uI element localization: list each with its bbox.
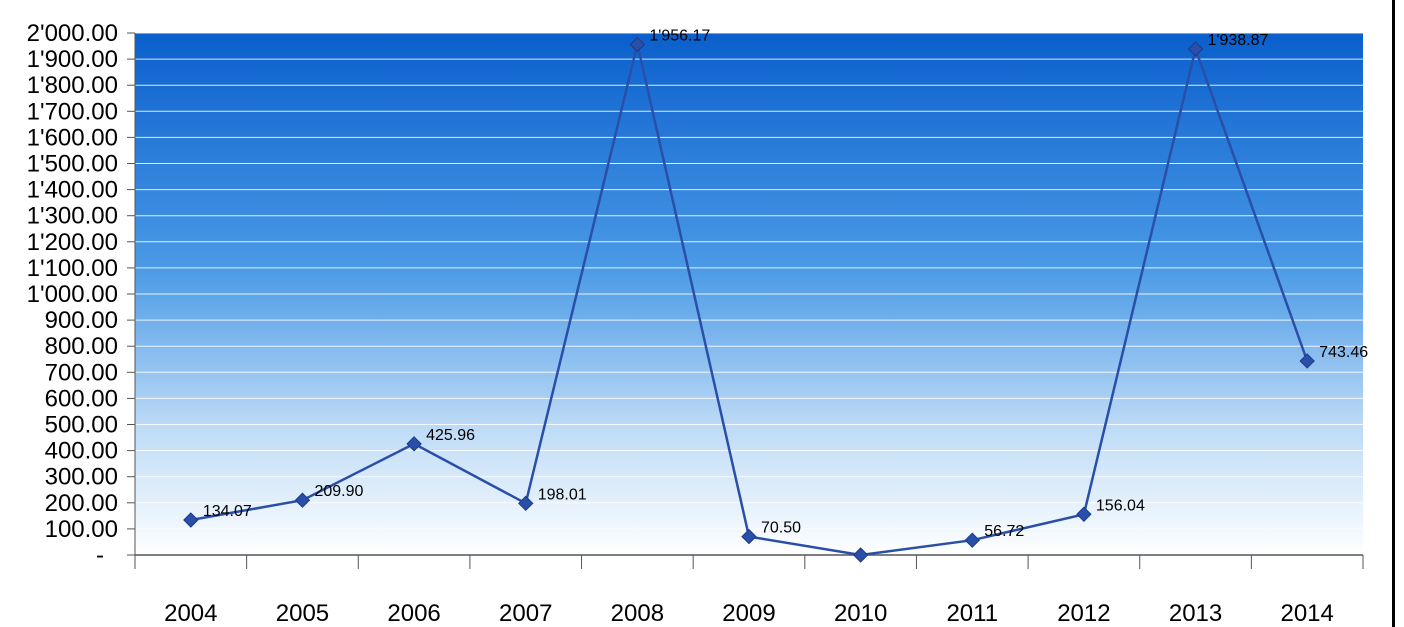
data-point-2005 [294, 492, 311, 508]
y-tick-label-1600: 1'600.00 [27, 124, 118, 151]
data-label-2004: 134.07 [203, 503, 252, 520]
x-tick-label-2008: 2008 [611, 600, 664, 627]
y-tick-labels: -100.00200.00300.00400.00500.00600.00700… [27, 20, 118, 569]
y-tick-label-1000: 1'000.00 [27, 281, 118, 308]
x-tick-label-2005: 2005 [276, 600, 329, 627]
y-tick-label-1900: 1'900.00 [27, 46, 118, 73]
data-point-2012 [1076, 506, 1092, 522]
y-tick-label-1800: 1'800.00 [27, 72, 118, 99]
y-tick-label-700: 700.00 [45, 359, 118, 386]
y-tick-label-600: 600.00 [45, 385, 118, 412]
x-tick-label-2012: 2012 [1057, 600, 1110, 627]
data-label-2011: 56.72 [984, 523, 1024, 540]
data-labels: 134.07 209.90 425.96 198.01 1'956.17 70.50 56.… [203, 27, 1368, 540]
y-tick-label-0: - [96, 542, 104, 569]
y-tick-label-800: 800.00 [45, 333, 118, 360]
data-label-2009: 70.50 [761, 520, 801, 537]
data-label-2013: 1'938.87 [1208, 32, 1269, 49]
data-label-2012: 156.04 [1096, 497, 1145, 514]
x-tick-labels: 2004 2005 2006 2007 2008 2009 2010 2011 2012 2013… [164, 600, 1334, 627]
y-tick-label-300: 300.00 [45, 464, 118, 491]
data-label-2007: 198.01 [538, 486, 587, 503]
y-tick-label-1500: 1'500.00 [27, 151, 118, 178]
data-point-2010 [852, 547, 869, 563]
y-tick-label-2000: 2'000.00 [27, 20, 118, 47]
y-tick-label-1400: 1'400.00 [27, 177, 118, 204]
data-point-2007 [518, 495, 534, 512]
data-label-2006: 425.96 [426, 427, 475, 444]
data-point-2009 [741, 528, 757, 545]
data-point-2008 [629, 36, 646, 53]
x-tick-label-2014: 2014 [1280, 600, 1333, 627]
gridlines [135, 32, 1363, 530]
data-point-2004 [183, 512, 199, 528]
data-label-2005: 209.90 [314, 483, 363, 500]
y-tick-label-1300: 1'300.00 [27, 203, 118, 230]
x-tick-label-2010: 2010 [834, 600, 887, 627]
data-point-2011 [964, 532, 980, 548]
data-markers [183, 36, 1315, 563]
y-tick-label-1100: 1'100.00 [27, 255, 118, 282]
data-point-2014 [1299, 353, 1315, 369]
data-point-2013 [1187, 41, 1204, 57]
y-tick-label-100: 100.00 [45, 516, 118, 543]
y-tick-label-200: 200.00 [45, 490, 118, 517]
x-tick-label-2011: 2011 [946, 600, 998, 627]
y-tick-label-1200: 1'200.00 [27, 229, 118, 256]
data-label-2008: 1'956.17 [649, 27, 710, 44]
data-label-2014: 743.46 [1319, 344, 1368, 361]
frame-right-border [1392, 0, 1395, 627]
y-tick-label-500: 500.00 [45, 412, 118, 439]
y-tick-label-1700: 1'700.00 [27, 98, 118, 125]
x-tick-label-2013: 2013 [1169, 600, 1222, 627]
x-tick-label-2006: 2006 [387, 600, 440, 627]
data-point-2006 [406, 436, 422, 452]
x-tick-label-2009: 2009 [722, 600, 775, 627]
y-tick-label-400: 400.00 [45, 438, 118, 465]
x-tick-label-2007: 2007 [499, 600, 552, 627]
x-tick-label-2004: 2004 [164, 600, 217, 627]
axes [127, 32, 1364, 569]
y-tick-label-900: 900.00 [45, 307, 118, 334]
